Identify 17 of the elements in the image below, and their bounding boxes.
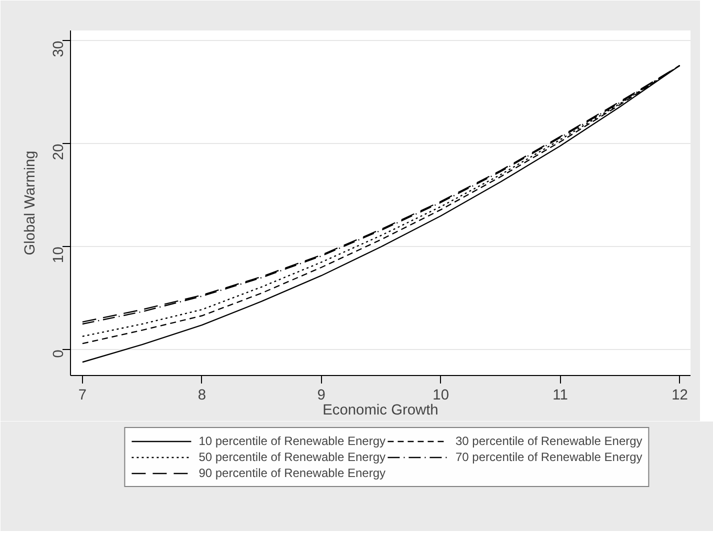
- x-tick-label: 11: [552, 388, 568, 404]
- x-tick-label: 12: [672, 388, 688, 404]
- y-axis-title: Global Warming: [22, 150, 38, 256]
- x-axis-title: Economic Growth: [322, 402, 438, 418]
- legend-label: 90 percentile of Renewable Energy: [198, 466, 386, 480]
- x-tick-label: 10: [432, 388, 449, 404]
- y-tick-label: 0: [51, 350, 67, 358]
- legend-label: 70 percentile of Renewable Energy: [456, 450, 642, 464]
- legend-label: 50 percentile of Renewable Energy: [198, 450, 386, 464]
- x-tick-label: 8: [198, 388, 206, 404]
- legend-label: 30 percentile of Renewable Energy: [456, 434, 642, 448]
- x-tick-label: 7: [78, 388, 87, 404]
- y-tick-label: 30: [51, 40, 67, 58]
- y-tick-label: 20: [51, 144, 67, 160]
- x-tick-label: 9: [317, 388, 326, 404]
- legend-label: 10 percentile of Renewable Energy: [198, 434, 386, 448]
- y-tick-label: 10: [51, 246, 67, 264]
